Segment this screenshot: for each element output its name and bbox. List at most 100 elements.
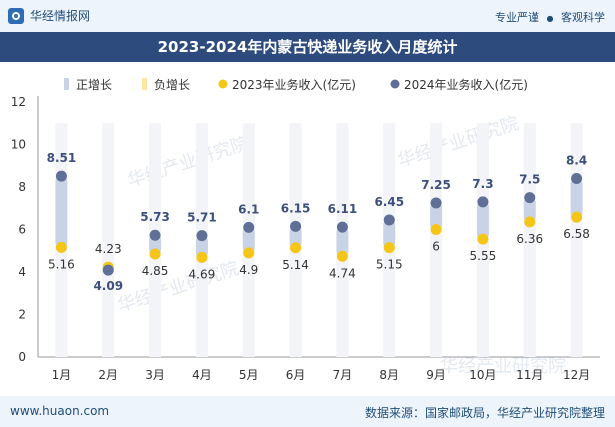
label-2023: 6 xyxy=(432,240,440,254)
point-2024 xyxy=(102,264,114,276)
legend-swatch-1 xyxy=(64,78,69,90)
slogan: 专业严谨 ● 客观科学 xyxy=(495,9,605,25)
range-bar xyxy=(195,235,208,258)
range-bar xyxy=(383,219,396,248)
point-2023 xyxy=(243,247,255,259)
point-2024 xyxy=(524,192,536,204)
y-tick-label: 0 xyxy=(18,350,26,364)
slogan-right: 客观科学 xyxy=(561,11,605,24)
legend-label-3: 2023年业务收入(亿元) xyxy=(232,77,356,92)
label-2024: 4.09 xyxy=(93,279,123,293)
column-background xyxy=(102,123,115,357)
label-2023: 6.58 xyxy=(563,227,590,241)
y-tick-label: 12 xyxy=(11,95,26,109)
label-2024: 5.73 xyxy=(140,210,170,224)
legend-swatch-4 xyxy=(390,79,400,89)
label-2024: 7.25 xyxy=(421,178,451,192)
point-2023 xyxy=(383,242,395,254)
point-2023 xyxy=(196,251,208,263)
x-tick-label: 7月 xyxy=(333,368,353,382)
label-2023: 5.16 xyxy=(48,257,75,271)
range-bar xyxy=(570,178,583,218)
point-2024 xyxy=(430,197,442,209)
label-2023: 5.14 xyxy=(282,258,309,272)
range-bar xyxy=(430,202,443,230)
x-tick-label: 10月 xyxy=(469,368,496,382)
range-bar xyxy=(55,176,68,248)
label-2024: 6.45 xyxy=(374,195,404,209)
legend-swatch-3 xyxy=(218,79,228,89)
plot-area: 8.51 5.16 1月 4.09 4.23 2月 5.73 4.85 3月 5.71 4.69 4月… xyxy=(47,123,590,382)
point-2023 xyxy=(290,242,302,254)
brand[interactable]: 华经情报网 xyxy=(8,7,90,24)
range-bar xyxy=(336,227,349,257)
label-2024: 8.4 xyxy=(566,154,587,168)
label-2023: 5.15 xyxy=(376,258,403,272)
x-tick-label: 9月 xyxy=(426,368,446,382)
brand-name: 华经情报网 xyxy=(30,9,91,23)
slogan-separator: ● xyxy=(546,14,554,23)
range-bar xyxy=(476,201,489,240)
label-2023: 4.74 xyxy=(329,266,356,280)
point-2023 xyxy=(55,241,67,253)
range-bar xyxy=(289,226,302,248)
point-2024 xyxy=(290,220,302,232)
point-2024 xyxy=(571,173,583,184)
label-2023: 4.23 xyxy=(95,242,122,256)
x-tick-label: 1月 xyxy=(52,368,72,382)
y-tick-label: 6 xyxy=(18,223,26,237)
point-2023 xyxy=(430,224,442,235)
x-tick-label: 8月 xyxy=(379,368,399,382)
point-2023 xyxy=(149,248,161,260)
x-tick-label: 2月 xyxy=(98,368,118,382)
label-2024: 5.71 xyxy=(187,211,217,225)
label-2023: 4.69 xyxy=(189,267,216,281)
label-2023: 4.9 xyxy=(239,263,258,277)
point-2024 xyxy=(243,221,255,233)
label-2024: 8.51 xyxy=(47,151,77,165)
label-2024: 6.1 xyxy=(238,202,259,216)
label-2024: 6.15 xyxy=(281,201,311,215)
chart: 华经产业研究院 华经产业研究院 华经产业研究院 华经产业研究院 正增长 负增长 20… xyxy=(11,77,600,382)
watermark-2: 华经产业研究院 xyxy=(395,113,521,172)
point-2024 xyxy=(383,214,395,226)
y-tick-label: 4 xyxy=(18,265,26,279)
watermark-3: 华经产业研究院 xyxy=(115,258,241,317)
legend-swatch-2 xyxy=(142,78,147,90)
x-tick-label: 5月 xyxy=(239,368,259,382)
label-2024: 6.11 xyxy=(328,202,358,216)
footer-website[interactable]: www.huaon.com xyxy=(10,404,110,418)
point-2024 xyxy=(149,229,161,241)
label-2023: 6.36 xyxy=(516,232,543,246)
column-background xyxy=(430,123,443,357)
point-2024 xyxy=(55,170,67,182)
label-2023: 4.85 xyxy=(142,264,169,278)
watermark-1: 华经产业研究院 xyxy=(125,133,251,192)
footer: www.huaon.com 数据来源：国家邮政局，华经产业研究院整理 xyxy=(0,396,615,427)
slogan-left: 专业严谨 xyxy=(495,11,540,24)
y-tick-label: 2 xyxy=(18,308,26,322)
top-bar: 华经情报网 专业严谨 ● 客观科学 xyxy=(0,0,615,32)
x-tick-label: 11月 xyxy=(516,368,543,382)
label-2024: 7.3 xyxy=(472,177,493,191)
legend-label-2: 负增长 xyxy=(154,78,190,92)
y-tick-label: 8 xyxy=(18,180,26,194)
label-2023: 5.55 xyxy=(470,249,497,263)
x-tick-label: 6月 xyxy=(286,368,306,382)
point-2023 xyxy=(336,250,348,262)
point-2023 xyxy=(524,216,536,228)
column-background xyxy=(523,123,536,357)
label-2024: 7.5 xyxy=(519,173,540,187)
point-2023 xyxy=(477,233,489,245)
watermark-4: 华经产业研究院 xyxy=(440,356,566,377)
legend: 正增长 负增长 2023年业务收入(亿元) 2024年业务收入(亿元) xyxy=(64,77,528,92)
range-bar xyxy=(523,197,536,222)
legend-label-1: 正增长 xyxy=(76,78,112,92)
legend-label-4: 2024年业务收入(亿元) xyxy=(404,77,528,92)
x-tick-label: 3月 xyxy=(145,368,165,382)
point-2024 xyxy=(196,230,208,242)
point-2023 xyxy=(571,211,583,223)
footer-source: 数据来源：国家邮政局，华经产业研究院整理 xyxy=(364,406,605,420)
range-bar xyxy=(149,235,162,254)
